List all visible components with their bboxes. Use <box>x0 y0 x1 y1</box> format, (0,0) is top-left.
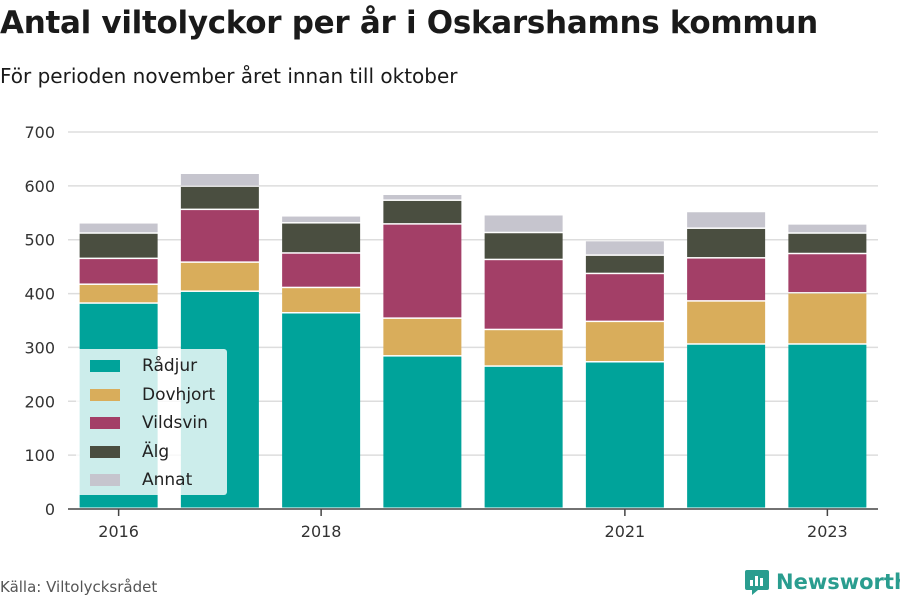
bar-segment <box>687 301 766 344</box>
x-tick-label: 2018 <box>301 522 342 541</box>
y-tick-label: 100 <box>24 446 55 465</box>
legend-swatch <box>90 474 120 486</box>
x-tick-label: 2023 <box>807 522 848 541</box>
y-tick-label: 300 <box>24 338 55 357</box>
bar-segment <box>180 186 259 209</box>
legend-label: Annat <box>142 470 193 490</box>
bar-segment <box>383 224 462 318</box>
bar-segment <box>383 318 462 356</box>
newsworthy-logo-icon <box>745 570 769 595</box>
bar-segment <box>484 260 563 329</box>
legend-item: Vildsvin <box>90 410 208 436</box>
y-tick-label: 500 <box>24 231 55 250</box>
chart-subtitle: För perioden november året innan till ok… <box>0 64 458 88</box>
legend-label: Vildsvin <box>142 413 208 433</box>
bar-segment <box>79 284 158 303</box>
bar-segment <box>282 223 361 253</box>
x-axis-ticks: 2016 2018 2021 2023 <box>98 509 848 541</box>
brand-name: Newsworthy <box>776 570 900 594</box>
bar-segment <box>180 210 259 262</box>
legend-swatch <box>90 360 120 372</box>
legend: Rådjur Dovhjort Vildsvin Älg Annat <box>76 349 227 495</box>
bar-segment <box>585 241 664 255</box>
legend-label: Dovhjort <box>142 384 216 405</box>
legend-label: Älg <box>142 441 170 462</box>
y-tick-label: 700 <box>24 123 55 142</box>
bar-segment <box>484 215 563 232</box>
legend-label: Rådjur <box>142 356 198 376</box>
y-tick-label: 200 <box>24 392 55 411</box>
bar-segment <box>687 258 766 301</box>
bar-segment <box>282 313 361 508</box>
legend-item: Annat <box>90 467 192 493</box>
bar-segment <box>788 293 867 344</box>
bar-segment <box>687 344 766 508</box>
bar-segment <box>788 224 867 233</box>
bar-segment <box>788 254 867 293</box>
y-axis-ticks: 0 100 200 300 400 500 600 700 <box>24 123 55 519</box>
bar-segment <box>79 223 158 233</box>
legend-swatch <box>90 417 120 429</box>
bar-segment <box>180 174 259 186</box>
x-tick-label: 2016 <box>98 522 139 541</box>
source-note: Källa: Viltolycksrådet <box>0 578 158 596</box>
x-tick-label: 2021 <box>605 522 646 541</box>
y-tick-label: 0 <box>45 500 55 519</box>
bar-segment <box>585 255 664 273</box>
bar-segment <box>383 200 462 224</box>
bar-segment <box>484 233 563 259</box>
bar-segment <box>687 212 766 228</box>
y-tick-label: 400 <box>24 285 55 304</box>
bar-segment <box>282 288 361 312</box>
bar-segment <box>282 253 361 287</box>
bar-segment <box>484 330 563 366</box>
bar-segment <box>484 366 563 508</box>
bar-segment <box>585 274 664 321</box>
bar-segment <box>788 344 867 508</box>
bar-segment <box>383 356 462 508</box>
legend-swatch <box>90 445 120 458</box>
legend-item: Rådjur <box>90 353 197 379</box>
bar-segment <box>79 259 158 284</box>
legend-swatch <box>90 388 120 401</box>
legend-item: Dovhjort <box>90 382 215 408</box>
bar-segment <box>585 362 664 508</box>
bar-segment <box>180 262 259 291</box>
bar-segment <box>282 216 361 223</box>
bar-segment <box>788 233 867 253</box>
bar-segment <box>687 228 766 258</box>
y-tick-label: 600 <box>24 177 55 196</box>
bar-segment <box>585 322 664 362</box>
chart-title: Antal viltolyckor per år i Oskarshamns k… <box>0 5 818 41</box>
bar-segment <box>79 233 158 258</box>
legend-item: Älg <box>90 439 169 465</box>
brand-logo: Newsworthy <box>744 568 900 596</box>
bar-segment <box>383 195 462 200</box>
